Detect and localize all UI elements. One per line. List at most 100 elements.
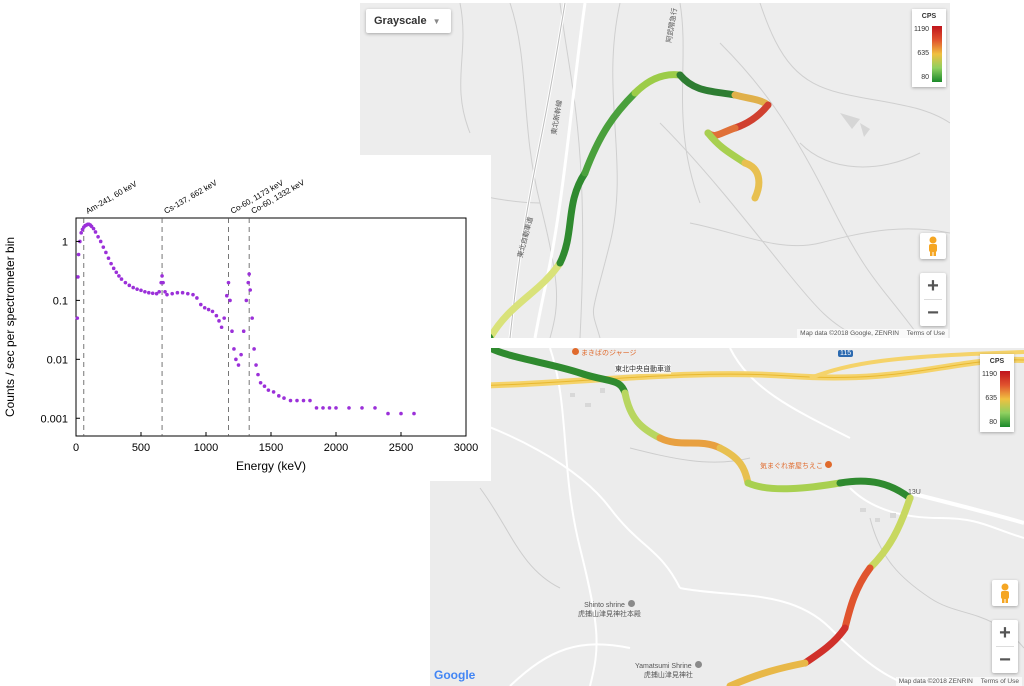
zoom-out-button[interactable]: − [999,649,1011,671]
spectrum-point [93,230,98,234]
radiation-map-bottom[interactable]: 東北中央自動車道 115 まきばのジャージ 気まぐれ茶屋ちえこ Shinto s… [430,348,1024,686]
street-view-pegman[interactable] [992,580,1018,606]
map-attribution: Map data ©2018 ZENRIN Terms of Use [895,677,1022,686]
place-label[interactable]: Shinto shrine 虎捕山津見神社本殿 [578,600,641,619]
spectrum-point [266,388,271,392]
spectrum-point [295,398,299,403]
spectrum-point [123,280,128,285]
spectrum-point [248,288,252,292]
terms-link[interactable]: Terms of Use [980,678,1019,685]
y-axis-ticks: 1 0.1 0.01 0.001 [40,236,80,425]
spectrum-point [165,292,169,297]
cps-legend: CPS 1190 635 80 [912,9,946,87]
spectrum-point [154,291,159,296]
spectrum-point [76,252,81,257]
spectrum-point [161,280,165,285]
terms-link[interactable]: Terms of Use [906,330,945,337]
zoom-separator [996,646,1014,647]
spectrum-point [234,357,238,362]
spectrum-point [75,316,80,320]
legend-max: 1190 [913,26,929,33]
spectrum-point [195,296,199,300]
spectrum-point [246,280,251,285]
spectrum-point [252,347,256,351]
legend-mid: 635 [917,50,929,57]
poi-label[interactable]: 気まぐれ茶屋ちえこ [760,461,832,471]
highway-label: 東北中央自動車道 [615,364,671,374]
road-label: 13U [908,489,921,496]
poi-pin-icon [825,461,832,468]
spectrum-point [143,289,147,294]
street-view-pegman[interactable] [920,233,946,259]
spectrum-point [347,406,351,410]
spectrum-point [254,363,258,367]
legend-title: CPS [989,358,1005,365]
place-name: Yamatsumi Shrine [635,663,692,670]
spectrum-point [258,380,263,385]
spectrum-point [226,280,231,285]
poi-label[interactable]: まきばのジャージ [570,348,636,358]
chevron-down-icon: ▼ [432,17,441,26]
spectrum-point [111,266,116,271]
spectrum-point [271,390,276,394]
spectrum-point [282,396,286,400]
legend-colorbar [1000,371,1010,427]
spectrum-point [277,394,281,398]
map-attribution: Map data ©2018 Google, ZENRIN Terms of U… [797,329,948,338]
legend-min: 80 [921,74,929,81]
poi-pin-icon [572,348,579,355]
place-name: Shinto shrine [584,602,625,609]
map-type-label: Grayscale [374,15,427,27]
legend-colorbar [932,26,942,82]
zoom-in-button[interactable]: + [927,275,939,297]
spectrum-point [163,289,167,294]
spectrum-point [131,285,135,290]
spectrum-point [104,250,108,255]
x-axis-ticks: 0 500 1000 1500 2000 2500 3000 [73,432,478,454]
y-tick-label: 1 [62,236,68,248]
x-tick-label: 0 [73,442,79,454]
place-label[interactable]: Yamatsumi Shrine 虎捕山津見神社 [635,661,702,680]
reference-lines: Am-241, 60 keV Cs-137, 662 keV Co-60, 1173… [83,178,307,436]
measurement-route-bottom [486,348,914,686]
spectrum-point [247,272,251,276]
poi-name: 気まぐれ茶屋ちえこ [760,463,823,470]
spectrum-point [127,283,132,288]
spectrum-point [96,234,100,239]
poi-name: まきばのジャージ [580,350,637,357]
spectrum-point [170,291,174,296]
spectrum-point [109,261,113,266]
spectrum-point [214,313,219,318]
spectrum-point [399,411,403,416]
spectrum-point [222,316,226,320]
x-tick-label: 1500 [259,442,283,454]
cps-legend: CPS 1190 635 80 [980,354,1014,432]
x-tick-label: 3000 [454,442,478,454]
spectrum-point [412,411,416,416]
google-logo: Google [434,668,476,682]
reference-line-label: Am-241, 60 keV [84,179,139,216]
spectrum-point [157,289,161,294]
spectrum-point [98,239,103,244]
spectrum-points [75,222,416,416]
route-shield: 115 [838,350,854,357]
place-pin-icon [694,661,702,668]
attribution-text: Map data ©2018 ZENRIN [898,678,973,685]
spectrum-point [327,406,332,410]
spectrum-point [202,305,207,310]
zoom-in-button[interactable]: + [999,622,1011,644]
place-pin-icon [627,600,635,607]
legend-mid: 635 [985,395,997,402]
zoom-separator [924,299,942,300]
spectrum-point [301,398,306,403]
spectrum-point [150,291,155,296]
spectrum-point [334,406,338,410]
spectrum-point [288,398,293,403]
spectrum-point [199,302,203,307]
spectrum-point [314,406,319,410]
zoom-out-button[interactable]: − [927,302,939,324]
spectrum-point [239,352,243,357]
x-tick-label: 2500 [389,442,413,454]
map-type-selector[interactable]: Grayscale ▼ [366,9,451,33]
legend-title: CPS [921,13,937,20]
